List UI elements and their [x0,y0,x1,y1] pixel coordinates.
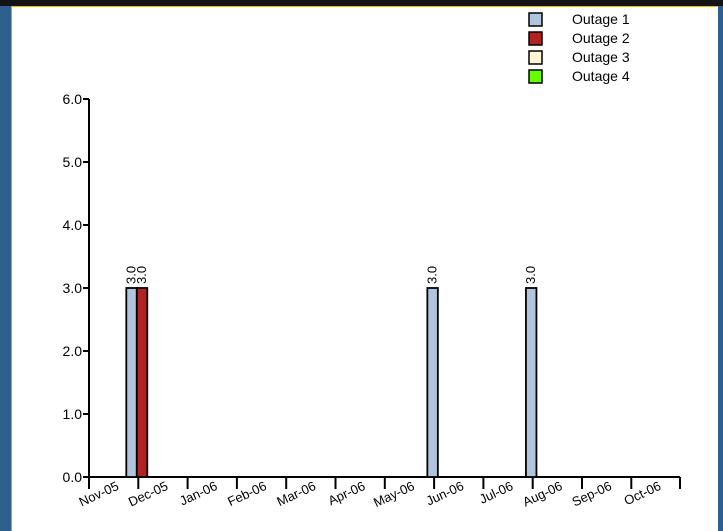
x-tick-label: May-06 [371,478,417,510]
legend-swatch-2 [528,31,543,46]
x-tick-label: Mar-06 [274,478,318,509]
bar-outage-2-nov-05 [135,287,149,478]
x-tick-label: Aug-06 [520,478,564,509]
legend-swatch-3 [528,50,543,65]
x-tick-label: Sep-06 [570,478,614,509]
y-axis: 0.0 1.0 2.0 3.0 4.0 5.0 6.0 [63,91,90,485]
legend-label-3: Outage 3 [572,49,630,65]
y-tick-label: 5.0 [63,154,83,170]
bars [125,287,538,478]
top-border [0,0,723,6]
x-tick-label: Jun-06 [424,478,466,508]
legend-label-1: Outage 1 [572,11,630,27]
x-tick-label: Apr-06 [326,478,368,508]
y-tick-label: 2.0 [63,343,83,359]
bar-outage-1-nov-05 [125,287,138,478]
data-label: 3.0 [425,266,440,284]
legend-label-4: Outage 4 [572,68,630,84]
x-tick-label: Jan-06 [177,478,219,508]
x-tick-label: Feb-06 [225,478,269,509]
bar-outage-1-may-06 [426,287,439,478]
data-label: 3.0 [523,266,538,284]
y-tick-label: 3.0 [63,280,83,296]
data-label: 3.0 [124,266,139,284]
x-tick-label: Oct-06 [622,478,664,508]
x-tick-label: Dec-05 [126,478,170,509]
y-tick-label: 1.0 [63,406,83,422]
legend-swatch-1 [528,12,543,27]
y-tick-label: 0.0 [63,469,83,485]
legend-swatch-4 [528,69,543,84]
data-labels: 3.03.0 3.0 3.0 [124,266,539,284]
y-tick-label: 6.0 [63,91,83,107]
data-label: 3.0 [134,266,149,284]
legend-label-2: Outage 2 [572,30,630,46]
x-axis: Nov-05 Dec-05 Jan-06 Feb-06 Mar-06 Apr-06 May-… [77,476,681,510]
x-tick-label: Nov-05 [77,478,121,509]
bar-outage-1-jul-06 [525,287,538,478]
y-tick-label: 4.0 [63,217,83,233]
legend: Outage 1 Outage 2 Outage 3 Outage 4 [528,11,630,84]
